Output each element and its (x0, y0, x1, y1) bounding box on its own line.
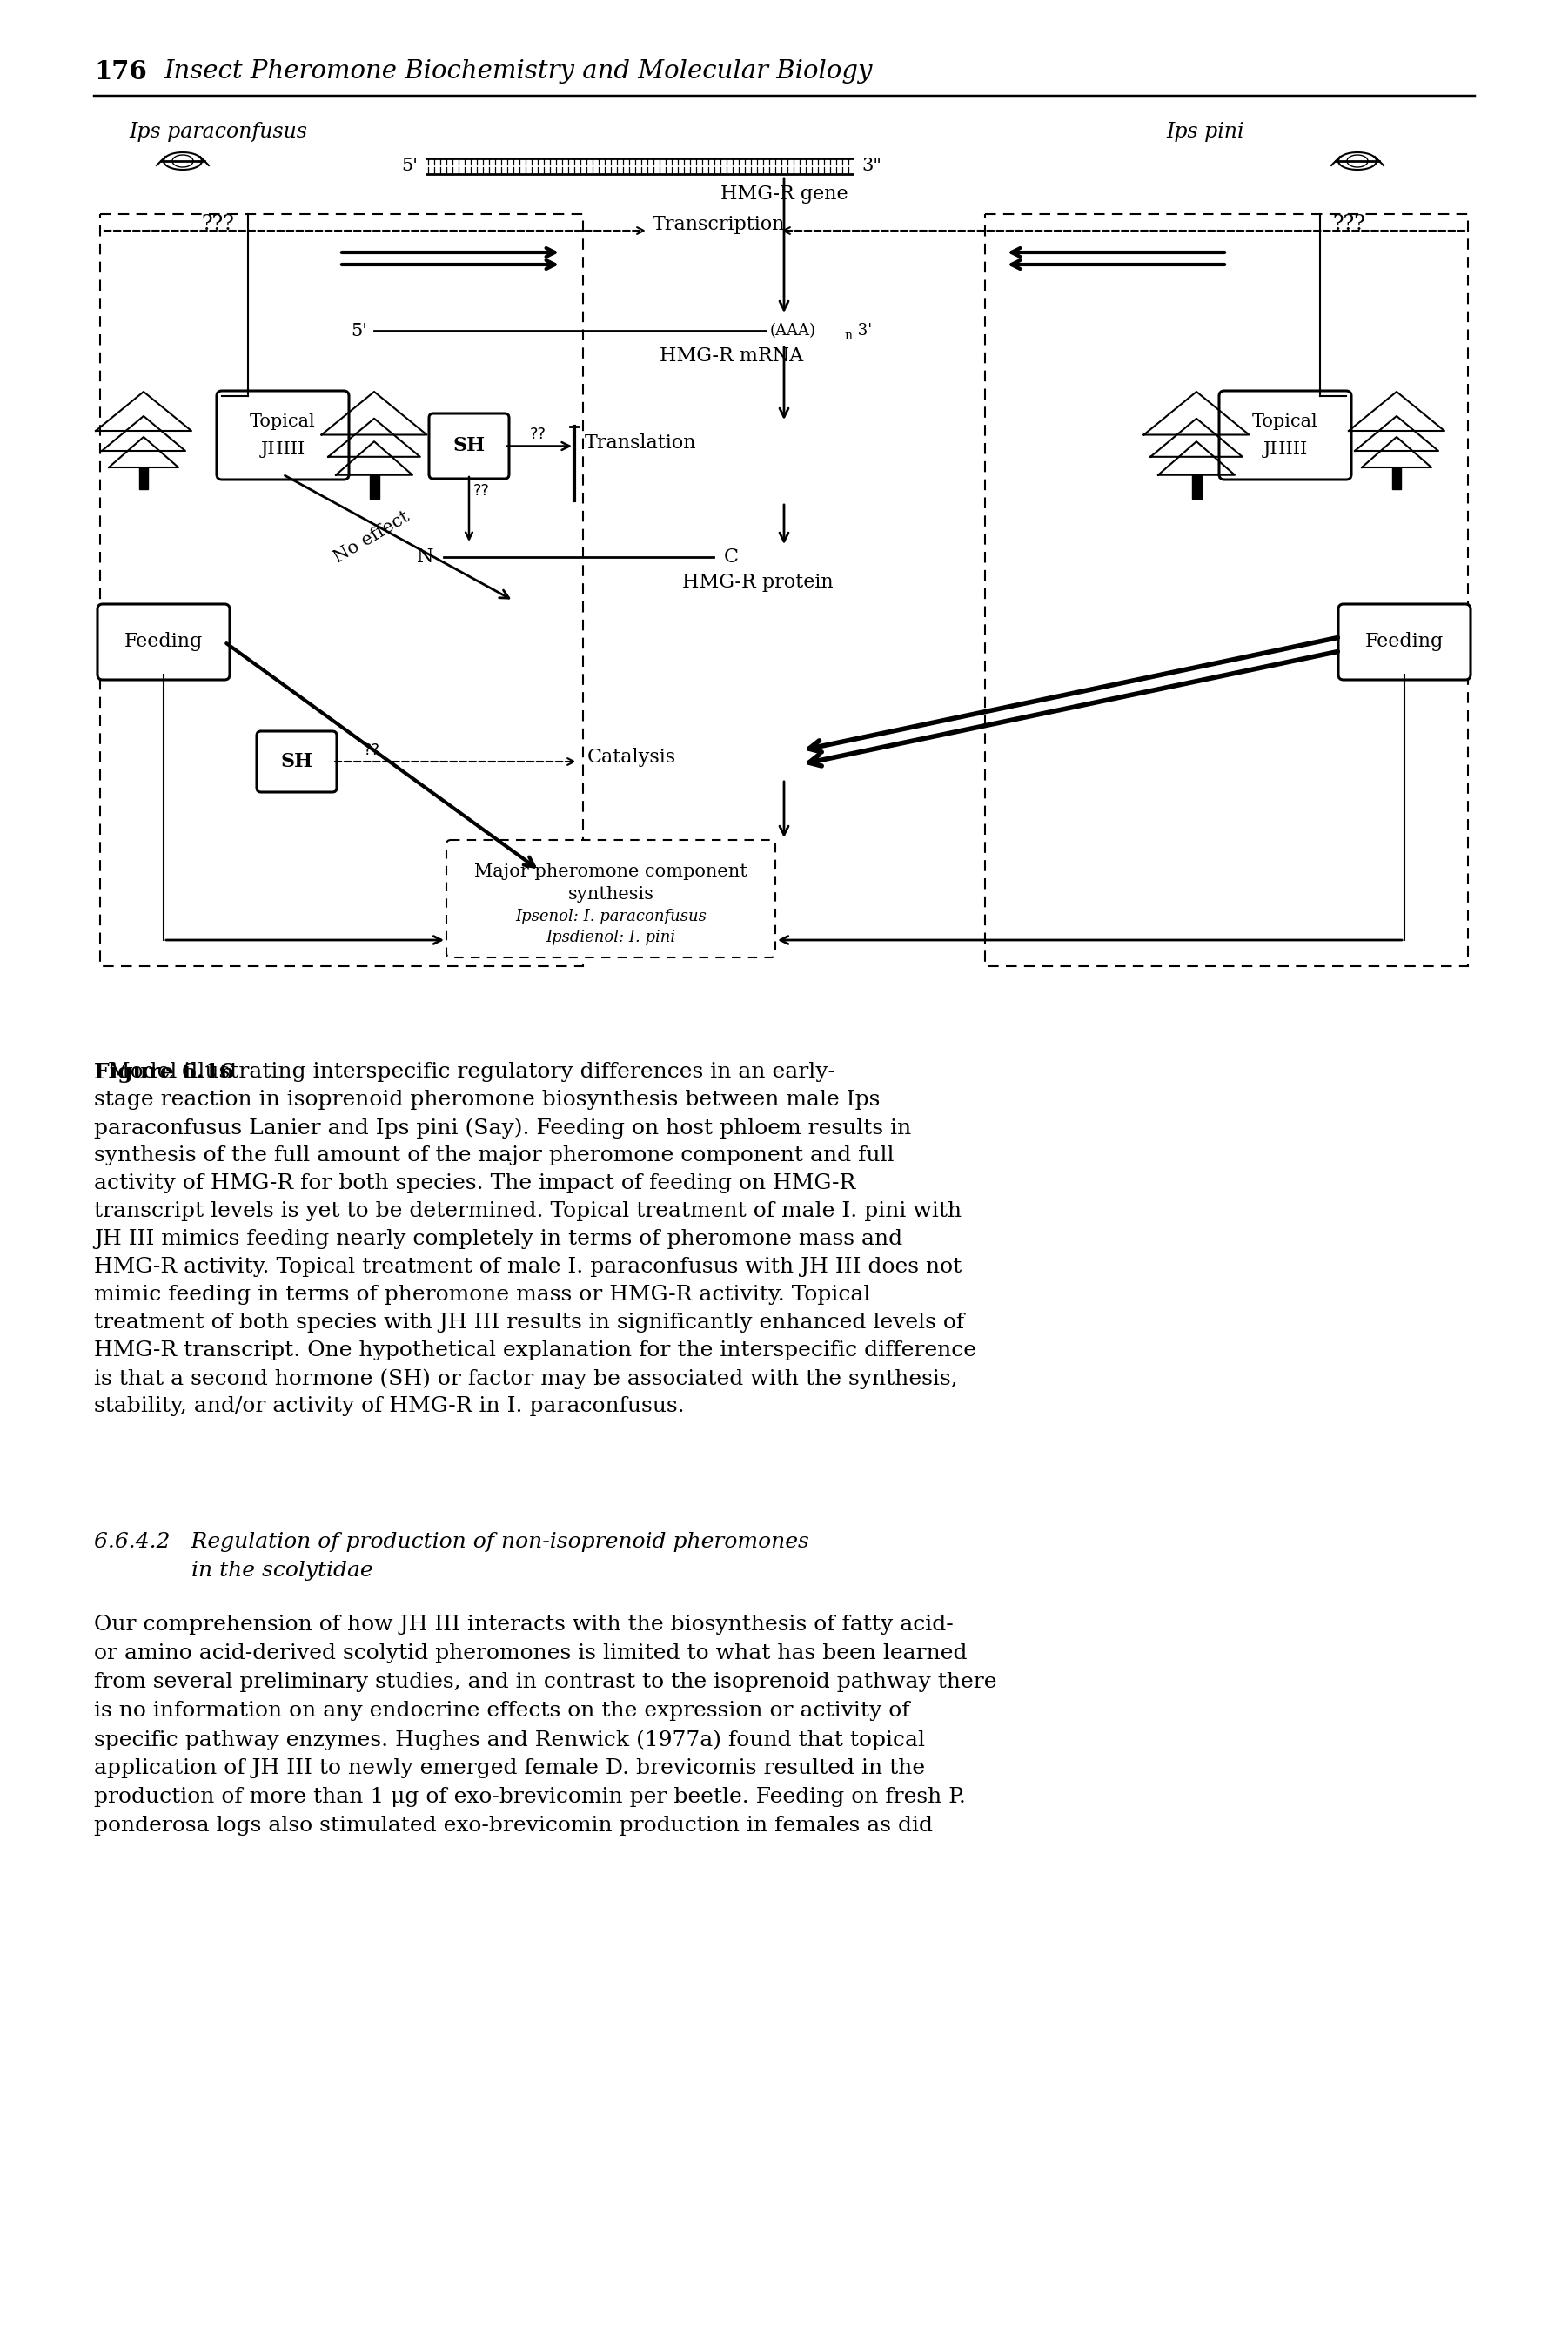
Text: in the scolytidae: in the scolytidae (94, 1561, 373, 1580)
Text: Insect Pheromone Biochemistry and Molecular Biology: Insect Pheromone Biochemistry and Molecu… (163, 59, 872, 85)
Bar (1392, 468, 1400, 489)
FancyBboxPatch shape (430, 414, 510, 480)
Bar (1192, 475, 1201, 498)
Text: Ipsenol: I. paraconfusus: Ipsenol: I. paraconfusus (516, 910, 707, 924)
Text: is no information on any endocrine effects on the expression or activity of: is no information on any endocrine effec… (94, 1700, 909, 1721)
Text: Transcription: Transcription (652, 214, 786, 235)
Text: 3": 3" (861, 158, 881, 174)
Text: HMG-R gene: HMG-R gene (720, 183, 848, 205)
Text: Translation: Translation (585, 433, 696, 454)
Text: ??: ?? (530, 428, 546, 442)
Text: ??: ?? (474, 482, 489, 498)
FancyBboxPatch shape (1338, 604, 1471, 679)
Text: 5': 5' (351, 322, 367, 339)
Text: is that a second hormone (SH) or factor may be associated with the synthesis,: is that a second hormone (SH) or factor … (94, 1368, 958, 1389)
Text: JH III mimics feeding nearly completely in terms of pheromone mass and: JH III mimics feeding nearly completely … (94, 1230, 903, 1248)
Text: 3': 3' (853, 322, 872, 339)
Text: No effect: No effect (331, 508, 412, 567)
Text: application of JH III to newly emerged female D. brevicomis resulted in the: application of JH III to newly emerged f… (94, 1759, 925, 1777)
Text: (AAA): (AAA) (770, 322, 817, 339)
Text: SH: SH (281, 752, 314, 771)
Text: HMG-R protein: HMG-R protein (682, 574, 834, 592)
Text: specific pathway enzymes. Hughes and Renwick (1977a) found that topical: specific pathway enzymes. Hughes and Ren… (94, 1730, 925, 1749)
Text: activity of HMG-R for both species. The impact of feeding on HMG-R: activity of HMG-R for both species. The … (94, 1173, 856, 1194)
Text: Major pheromone component: Major pheromone component (474, 863, 748, 879)
Text: Feeding: Feeding (1366, 632, 1444, 651)
Text: C: C (724, 548, 739, 567)
Bar (100, 214, 583, 966)
Text: Topical: Topical (1253, 414, 1319, 430)
Text: HMG-R mRNA: HMG-R mRNA (660, 346, 804, 364)
Text: or amino acid-derived scolytid pheromones is limited to what has been learned: or amino acid-derived scolytid pheromone… (94, 1643, 967, 1665)
Text: 5': 5' (401, 158, 417, 174)
Text: synthesis: synthesis (568, 886, 654, 903)
Text: Figure 6.16: Figure 6.16 (94, 1063, 234, 1084)
Text: Ips paraconfusus: Ips paraconfusus (129, 122, 307, 141)
Text: JHIII: JHIII (260, 442, 306, 458)
FancyBboxPatch shape (447, 839, 775, 957)
Text: treatment of both species with JH III results in significantly enhanced levels o: treatment of both species with JH III re… (94, 1312, 964, 1333)
Text: Ipsdienol: I. pini: Ipsdienol: I. pini (546, 929, 676, 945)
Text: ponderosa logs also stimulated exo-brevicomin production in females as did: ponderosa logs also stimulated exo-brevi… (94, 1815, 933, 1836)
Bar (985, 214, 1468, 966)
Text: synthesis of the full amount of the major pheromone component and full: synthesis of the full amount of the majo… (94, 1145, 894, 1166)
Text: Topical: Topical (249, 414, 315, 430)
FancyBboxPatch shape (1218, 390, 1352, 480)
Text: 6.6.4.2   Regulation of production of non-isoprenoid pheromones: 6.6.4.2 Regulation of production of non-… (94, 1533, 809, 1552)
Text: transcript levels is yet to be determined. Topical treatment of male I. pini wit: transcript levels is yet to be determine… (94, 1201, 961, 1220)
Bar (140, 468, 147, 489)
Text: Model illustrating interspecific regulatory differences in an early-: Model illustrating interspecific regulat… (94, 1063, 836, 1081)
Text: production of more than 1 μg of exo-brevicomin per beetle. Feeding on fresh P.: production of more than 1 μg of exo-brev… (94, 1787, 966, 1808)
Text: Ips pini: Ips pini (1167, 122, 1245, 141)
FancyBboxPatch shape (216, 390, 350, 480)
FancyBboxPatch shape (257, 731, 337, 792)
Text: ???: ??? (201, 214, 234, 235)
Text: HMG-R activity. Topical treatment of male I. paraconfusus with JH III does not: HMG-R activity. Topical treatment of mal… (94, 1258, 961, 1277)
Bar (370, 475, 379, 498)
Text: n: n (844, 329, 851, 343)
Text: stability, and/or activity of HMG-R in I. paraconfusus.: stability, and/or activity of HMG-R in I… (94, 1396, 685, 1415)
Text: paraconfusus Lanier and Ips pini (Say). Feeding on host phloem results in: paraconfusus Lanier and Ips pini (Say). … (94, 1117, 911, 1138)
Text: Feeding: Feeding (124, 632, 202, 651)
Text: mimic feeding in terms of pheromone mass or HMG-R activity. Topical: mimic feeding in terms of pheromone mass… (94, 1284, 870, 1305)
Text: ??: ?? (364, 743, 379, 757)
Text: Catalysis: Catalysis (588, 748, 676, 766)
Text: N: N (417, 548, 433, 567)
Text: 176: 176 (94, 59, 147, 85)
Text: from several preliminary studies, and in contrast to the isoprenoid pathway ther: from several preliminary studies, and in… (94, 1672, 997, 1693)
Text: HMG-R transcript. One hypothetical explanation for the interspecific difference: HMG-R transcript. One hypothetical expla… (94, 1340, 977, 1361)
FancyBboxPatch shape (97, 604, 230, 679)
Text: Our comprehension of how JH III interacts with the biosynthesis of fatty acid-: Our comprehension of how JH III interact… (94, 1615, 953, 1634)
Text: JHIII: JHIII (1262, 442, 1308, 458)
Text: stage reaction in isoprenoid pheromone biosynthesis between male Ips: stage reaction in isoprenoid pheromone b… (94, 1091, 880, 1110)
Text: SH: SH (453, 437, 485, 456)
Text: ???: ??? (1333, 214, 1366, 235)
